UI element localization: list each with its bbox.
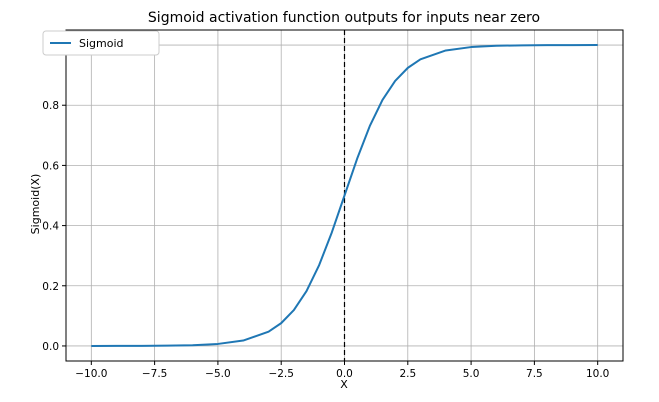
x-tick-label: 10.0 (586, 368, 609, 380)
x-tick-label: 2.5 (399, 368, 416, 380)
y-tick-label: 0.4 (42, 221, 59, 233)
y-tick-label: 0.2 (42, 281, 59, 293)
y-axis-label: Sigmoid(X) (29, 174, 42, 235)
y-tick-label: 0.8 (42, 100, 59, 112)
x-axis-label: X (340, 378, 348, 391)
legend-box (42, 30, 160, 56)
y-tick-label: 0.0 (42, 341, 59, 353)
y-axis-ticks: 0.00.20.40.60.81.0 (42, 40, 66, 353)
legend: Sigmoid (42, 30, 160, 56)
x-tick-label: 7.5 (526, 368, 543, 380)
y-tick-label: 0.6 (42, 160, 59, 172)
chart-title: Sigmoid activation function outputs for … (148, 10, 540, 26)
x-axis-ticks: −10.0 −7.5 −5.0 −2.5 0.0 2.5 5.0 7.5 10.0 (75, 361, 609, 380)
x-tick-label: −5.0 (205, 368, 231, 380)
x-tick-label: 5.0 (463, 368, 480, 380)
legend-label: Sigmoid (79, 37, 124, 50)
plot-area (91, 30, 598, 361)
x-tick-label: 0.0 (336, 368, 353, 380)
sigmoid-line (91, 44, 598, 347)
x-tick-label: −2.5 (268, 368, 294, 380)
x-tick-label: −10.0 (75, 368, 107, 380)
x-tick-label: −7.5 (142, 368, 168, 380)
